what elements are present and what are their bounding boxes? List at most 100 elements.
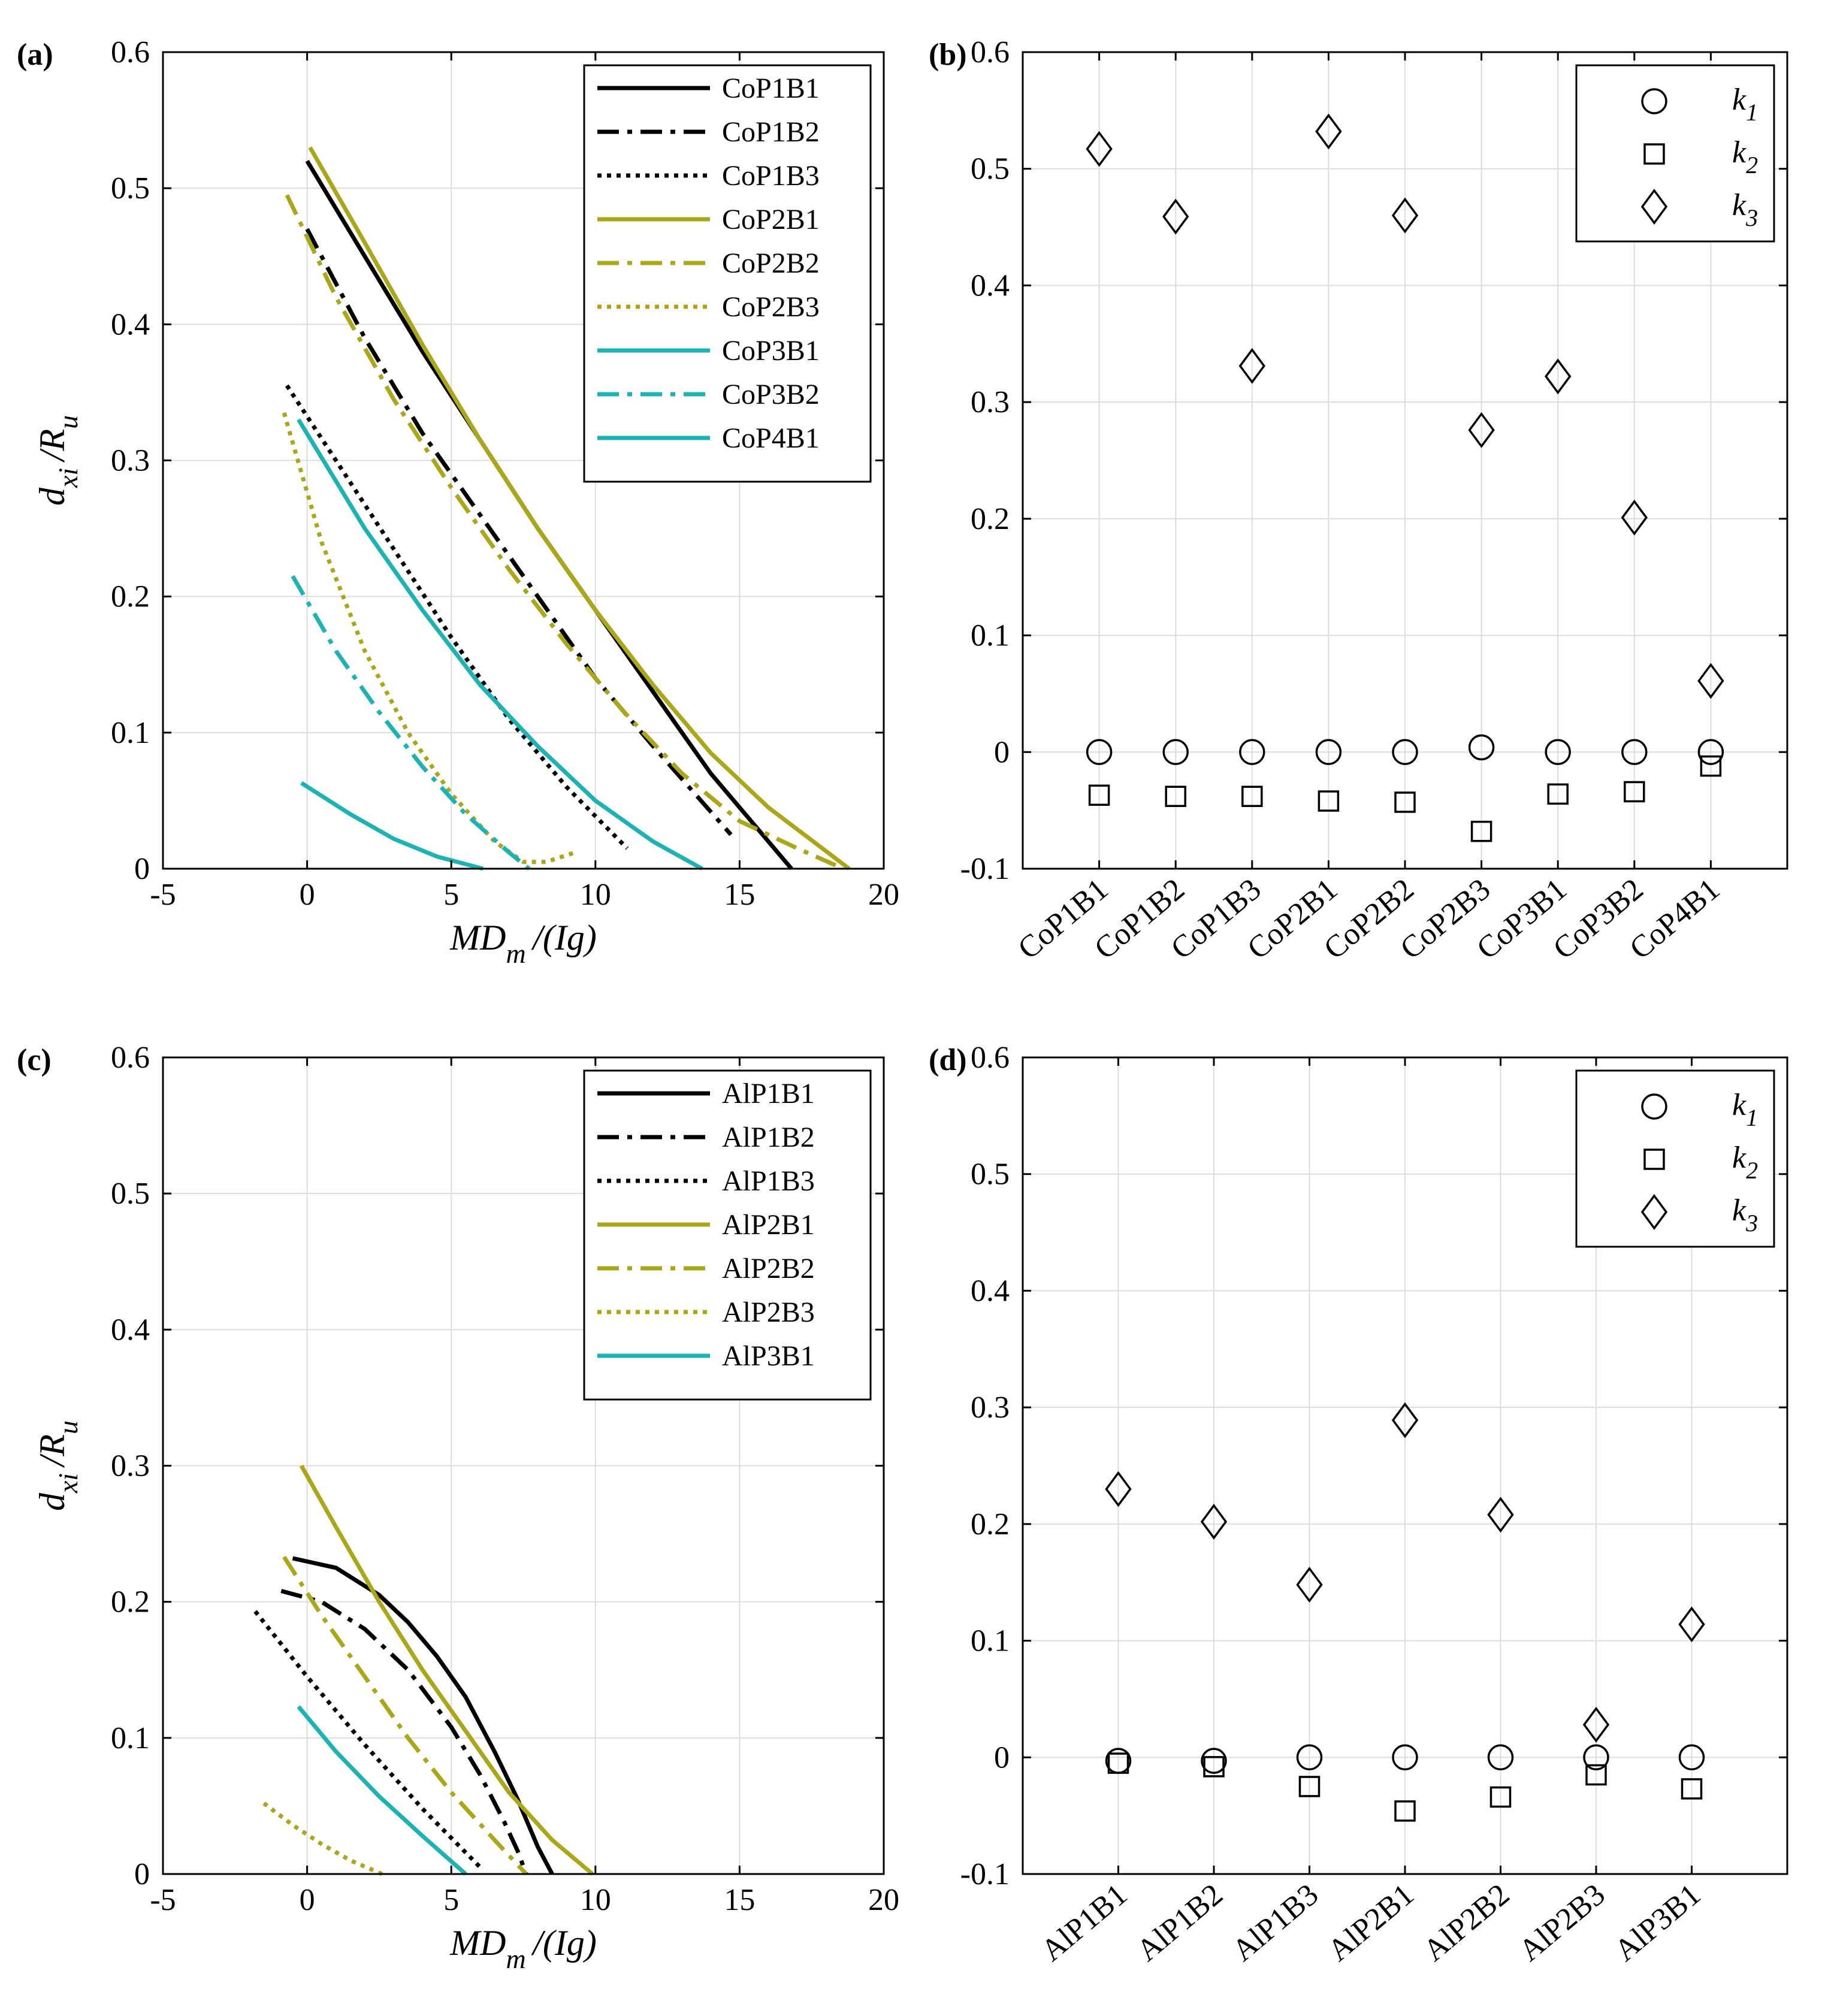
marker-k1-CoP1B3 <box>1239 739 1265 766</box>
legend-box <box>1575 64 1775 243</box>
marker-k3-CoP2B1 <box>1315 113 1342 150</box>
series-line-AlP3B1 <box>297 1705 467 1876</box>
legend-box <box>583 64 872 483</box>
legend-entry-AlP3B1: AlP3B1 <box>722 1340 815 1372</box>
marker-k3-CoP1B3 <box>1238 347 1265 384</box>
panel-label: (a) <box>17 38 53 72</box>
marker-k3-CoP4B1 <box>1697 663 1724 699</box>
y-tick-label: 0.2 <box>111 580 150 614</box>
x-category-label-AlP2B3: AlP2B3 <box>1513 1878 1612 1968</box>
marker-k3-AlP1B1 <box>1105 1471 1132 1507</box>
series-line-CoP2B1 <box>308 146 851 871</box>
y-tick-label: 0.3 <box>971 1391 1010 1425</box>
panel-label: (d) <box>929 1043 967 1077</box>
x-tick-label: 20 <box>868 878 899 912</box>
legend-marker-k3 <box>1640 1194 1668 1230</box>
marker-k1-CoP3B1 <box>1545 739 1571 766</box>
marker-k2-AlP1B1 <box>1107 1752 1129 1774</box>
x-axis-title: MDm /(Ig) <box>449 1923 597 1974</box>
marker-k3-CoP3B1 <box>1545 358 1572 395</box>
y-tick-label: 0 <box>134 852 150 886</box>
legend-entry-CoP2B3: CoP2B3 <box>722 291 820 323</box>
marker-k1-CoP2B2 <box>1392 739 1418 766</box>
panel-label: (c) <box>17 1043 52 1077</box>
marker-k2-CoP4B1 <box>1700 755 1722 777</box>
legend-entry-k3: k3 <box>1732 188 1758 231</box>
y-tick-label: 0.3 <box>111 444 150 478</box>
marker-k2-CoP2B1 <box>1318 790 1340 812</box>
panel-label: (b) <box>929 38 967 72</box>
y-tick-label: 0.5 <box>111 1177 150 1211</box>
legend-entry-base: k <box>1732 1141 1747 1175</box>
legend-entry-CoP4B1: CoP4B1 <box>722 422 820 454</box>
x-category-label-AlP2B2: AlP2B2 <box>1417 1878 1516 1968</box>
legend-entry-sub: 2 <box>1746 152 1758 179</box>
series-line-AlP2B3 <box>262 1802 383 1876</box>
y-tick-label: 0.5 <box>971 152 1010 186</box>
y-axis-title-sub: xi <box>53 461 83 488</box>
y-axis-title-sub: u <box>53 415 83 429</box>
x-tick-label: 15 <box>724 878 755 912</box>
x-tick-label: 0 <box>300 878 315 912</box>
y-tick-label: 0.6 <box>971 35 1010 69</box>
marker-k2-CoP3B2 <box>1624 781 1645 803</box>
y-tick-label: -0.1 <box>960 1857 1010 1891</box>
legend-box <box>1575 1069 1775 1248</box>
legend-entry-base: k <box>1732 188 1747 222</box>
x-axis-title-sub: m <box>506 938 533 969</box>
marker-k1-CoP3B2 <box>1621 739 1648 766</box>
legend-entry-k1: k1 <box>1732 83 1758 126</box>
legend-entry-AlP1B2: AlP1B2 <box>722 1122 815 1153</box>
y-tick-label: 0.5 <box>971 1157 1010 1192</box>
legend-entry-sub: 2 <box>1746 1157 1758 1184</box>
legend-entry-sub: 1 <box>1746 1104 1758 1131</box>
y-tick-label: 0.6 <box>971 1041 1010 1075</box>
x-category-label-AlP1B2: AlP1B2 <box>1131 1878 1229 1968</box>
y-axis-title-main: /R <box>32 429 72 463</box>
marker-k2-CoP2B2 <box>1394 791 1416 813</box>
y-tick-label: 0 <box>134 1857 150 1891</box>
series-line-CoP2B3 <box>282 412 576 865</box>
y-tick-label: 0.2 <box>971 1507 1010 1542</box>
legend-entry-AlP1B3: AlP1B3 <box>722 1165 815 1197</box>
legend-marker-k1 <box>1641 88 1667 114</box>
legend-box <box>583 1069 872 1401</box>
marker-k3-AlP2B2 <box>1487 1497 1514 1533</box>
y-tick-label: 0.4 <box>971 1274 1010 1308</box>
panel-b: (b)-0.100.10.20.30.40.50.6CoP1B1CoP1B2Co… <box>929 35 1788 966</box>
x-tick-label: 10 <box>580 878 611 912</box>
x-axis-title-rest: /(Ig) <box>531 1923 597 1963</box>
x-axis-title-rest: /(Ig) <box>531 918 597 957</box>
legend-entry-CoP1B1: CoP1B1 <box>722 72 820 104</box>
panel-d: (d)-0.100.10.20.30.40.50.6AlP1B1AlP1B2Al… <box>929 1041 1788 1968</box>
marker-k3-CoP1B2 <box>1162 198 1189 235</box>
series-line-AlP1B1 <box>292 1556 554 1875</box>
legend-entry-CoP2B1: CoP2B1 <box>722 204 820 235</box>
y-axis-title: dxi /Ru <box>32 415 83 506</box>
y-axis-title: dxi /Ru <box>32 1420 83 1511</box>
marker-k1-AlP1B3 <box>1296 1744 1323 1771</box>
marker-k2-AlP1B3 <box>1298 1776 1321 1797</box>
y-tick-label: 0.2 <box>111 1585 150 1619</box>
marker-k3-AlP2B3 <box>1582 1706 1610 1743</box>
series-line-AlP1B3 <box>253 1610 482 1869</box>
legend-entry-sub: 3 <box>1745 1210 1758 1237</box>
legend-entry-AlP2B1: AlP2B1 <box>722 1209 815 1241</box>
marker-k2-AlP2B3 <box>1585 1764 1607 1786</box>
legend-entry-k3: k3 <box>1732 1193 1758 1237</box>
marker-k3-CoP2B3 <box>1468 412 1495 448</box>
legend-marker-k3 <box>1640 189 1668 225</box>
y-tick-label: 0.6 <box>111 35 150 69</box>
y-axis-title-main: d <box>32 487 72 506</box>
legend-entry-CoP2B2: CoP2B2 <box>722 247 820 279</box>
marker-k3-CoP3B2 <box>1621 499 1648 536</box>
marker-k3-AlP3B1 <box>1678 1606 1705 1643</box>
x-tick-label: 15 <box>724 1883 755 1917</box>
y-tick-label: 0 <box>994 735 1010 769</box>
y-tick-label: 0 <box>994 1740 1010 1775</box>
x-category-label-AlP3B1: AlP3B1 <box>1608 1878 1707 1968</box>
y-tick-label: 0.4 <box>111 1313 150 1347</box>
series-line-AlP2B2 <box>282 1555 528 1876</box>
